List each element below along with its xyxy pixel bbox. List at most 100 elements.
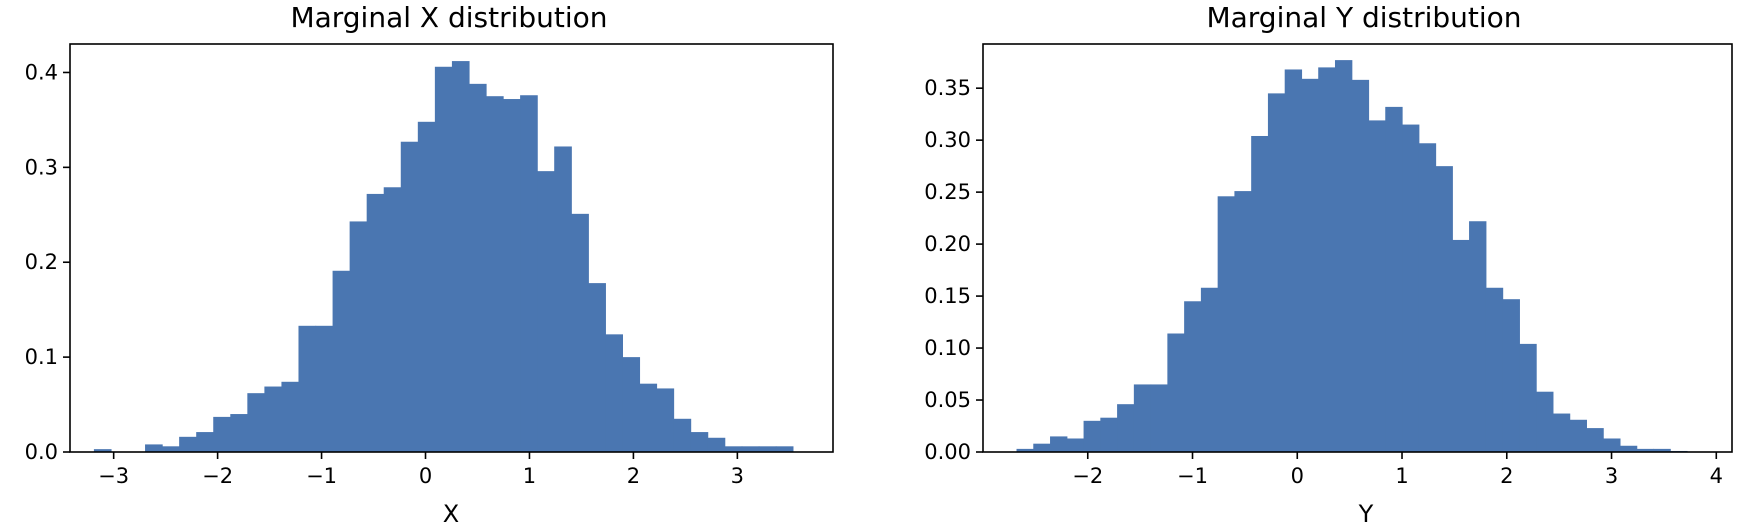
histogram-bar	[1502, 299, 1520, 452]
histogram-bar	[1603, 438, 1621, 452]
x-tick-label: 0	[419, 464, 432, 488]
x-tick-label: 4	[1710, 464, 1723, 488]
x-tick-label: −1	[306, 464, 337, 488]
histogram-bar	[417, 121, 436, 453]
histogram-bar	[1402, 124, 1420, 452]
bars	[1016, 60, 1688, 453]
histogram-bar	[1536, 391, 1554, 452]
histogram-bar	[1234, 191, 1252, 452]
histogram-bar	[1418, 143, 1437, 452]
histogram-bar	[520, 95, 538, 453]
histogram-bar	[1435, 166, 1453, 452]
histogram-bar	[1301, 78, 1319, 452]
y-tick-label: 0.2	[25, 250, 58, 274]
histogram-bar	[1586, 428, 1604, 452]
histogram-bar	[588, 283, 606, 452]
histogram-bar	[486, 96, 504, 452]
histogram-bar	[1133, 384, 1152, 452]
histogram-bar	[93, 449, 112, 452]
histogram-bar	[758, 446, 777, 452]
histogram-bar	[639, 383, 658, 452]
histogram-bar	[1619, 445, 1638, 452]
y-tick-label: 0.4	[25, 60, 58, 84]
histogram-bar	[1150, 384, 1168, 452]
histogram-bar	[707, 437, 726, 452]
x-ticks: −2 −1 0 1 2 3 4	[1072, 452, 1723, 488]
histogram-bar	[571, 213, 589, 452]
histogram-bar	[741, 446, 760, 452]
histogram-bar	[1385, 106, 1403, 452]
x-axis-label: X	[443, 500, 459, 528]
x-tick-label: −1	[1177, 464, 1208, 488]
y-ticks: 0.0 0.1 0.2 0.3 0.4	[25, 60, 70, 464]
histogram-bar	[724, 446, 743, 452]
histogram-bar	[537, 171, 555, 452]
histogram-bar	[247, 393, 265, 452]
histogram-bar	[605, 334, 623, 452]
histogram-bar	[298, 325, 317, 452]
histogram-bar	[656, 388, 675, 452]
histogram-bar	[503, 99, 521, 452]
x-tick-label: 2	[1500, 464, 1513, 488]
histogram-bar	[1519, 343, 1537, 452]
chart-x-distribution: Marginal X distribution 0.00.10.20.30.4 …	[25, 1, 834, 528]
histogram-bar	[1334, 60, 1353, 453]
histogram-bar	[434, 66, 453, 453]
histogram-bar	[1083, 420, 1101, 452]
histogram-bar	[349, 221, 368, 452]
histogram-bar	[162, 446, 180, 452]
x-tick-label: −3	[98, 464, 129, 488]
histogram-bar	[1318, 67, 1336, 452]
histogram-bar	[196, 432, 214, 452]
x-tick-label: 2	[627, 464, 640, 488]
histogram-bar	[230, 414, 248, 452]
chart-title: Marginal Y distribution	[1206, 1, 1521, 34]
x-tick-label: 3	[731, 464, 744, 488]
x-axis-label: Y	[1358, 500, 1374, 528]
y-tick-label: 0.05	[924, 388, 971, 412]
histogram-bar	[213, 416, 231, 452]
bars	[93, 61, 794, 453]
histogram-bar	[315, 325, 334, 452]
histogram-bar	[281, 381, 300, 452]
histogram-bar	[1184, 301, 1202, 452]
histogram-bar	[1066, 438, 1085, 452]
x-tick-label: −2	[202, 464, 233, 488]
histogram-bar	[622, 357, 641, 452]
histogram-bar	[775, 446, 794, 452]
histogram-bar	[1050, 436, 1068, 452]
histogram-bar	[673, 418, 692, 452]
y-tick-label: 0.25	[924, 180, 971, 204]
y-ticks: 0.00 0.05 0.10 0.15 0.20 0.25 0.30 0.35	[924, 76, 983, 464]
x-tick-label: 1	[523, 464, 536, 488]
histogram-bar	[451, 61, 470, 452]
histogram-bar	[1636, 448, 1655, 452]
histogram-bar	[1552, 413, 1571, 452]
histogram-bar	[1167, 333, 1185, 452]
histogram-bar	[145, 444, 163, 452]
x-tick-label: 1	[1395, 464, 1408, 488]
histogram-bar	[1485, 287, 1504, 452]
histogram-bar	[1653, 448, 1671, 452]
histogram-bar	[690, 432, 709, 452]
histogram-bar	[1368, 120, 1386, 453]
y-tick-label: 0.1	[25, 345, 58, 369]
histogram-bar	[1117, 404, 1135, 452]
histogram-bar	[332, 270, 351, 452]
plot-frame	[69, 43, 834, 453]
histogram-bar	[179, 436, 197, 452]
x-tick-label: 3	[1605, 464, 1618, 488]
histogram-bar	[383, 187, 402, 452]
histogram-bar	[264, 386, 283, 452]
histogram-bar	[1267, 93, 1286, 452]
y-tick-label: 0.3	[25, 155, 58, 179]
chart-y-distribution: Marginal Y distribution 0.00 0.05 0.10 0.15…	[924, 1, 1733, 528]
chart-title: Marginal X distribution	[290, 1, 607, 34]
histogram-bar	[1033, 443, 1051, 452]
x-tick-label: −2	[1072, 464, 1103, 488]
y-tick-label: 0.10	[924, 336, 971, 360]
histogram-bar	[1284, 69, 1303, 452]
histogram-bar	[400, 141, 419, 453]
y-tick-label: 0.20	[924, 232, 971, 256]
